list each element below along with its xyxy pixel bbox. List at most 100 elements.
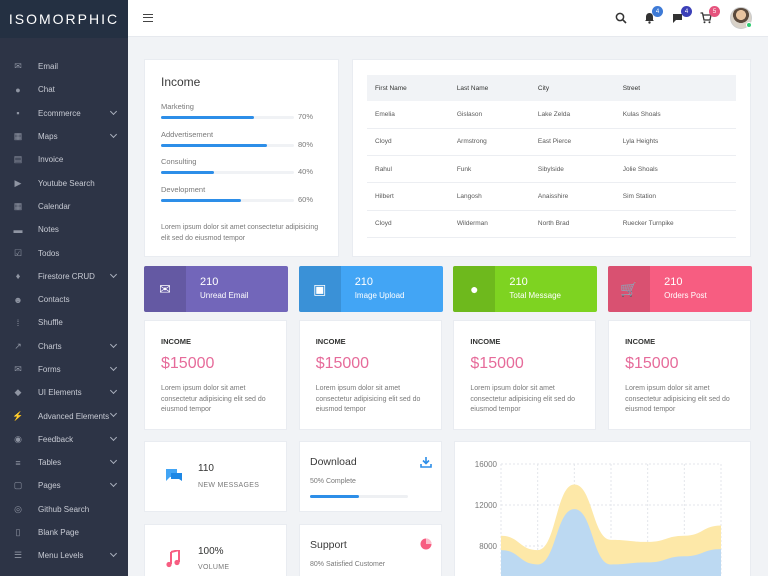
sidebar-item-label: UI Elements — [38, 388, 82, 398]
user-avatar[interactable] — [730, 7, 752, 29]
support-title: Support — [310, 539, 347, 551]
image-upload-stat-card[interactable]: ▣ 210 Image Upload — [298, 266, 443, 312]
table-cell: Funk — [448, 155, 530, 184]
cart-icon[interactable]: 5 — [699, 6, 720, 25]
download-icon[interactable] — [420, 455, 432, 473]
table-cell: Sibylside — [529, 155, 615, 184]
sidebar-item-maps[interactable]: ▦ Maps — [0, 125, 128, 148]
sidebar-item-icon: ▯ — [15, 527, 21, 538]
progress-percent: 80% — [298, 139, 314, 149]
stat-label: Image Upload — [354, 291, 405, 300]
sidebar-item-icon: ▤ — [13, 154, 23, 165]
sidebar-item-advanced-elements[interactable]: ⚡ Advanced Elements — [0, 404, 128, 427]
sidebar-item-pages[interactable]: ▢ Pages — [0, 474, 128, 497]
sidebar-item-firestore-crud[interactable]: ♦ Firestore CRUD — [0, 265, 128, 288]
sidebar-item-tables[interactable]: ≡ Tables — [0, 451, 128, 474]
sidebar-item-label: Feedback — [38, 434, 74, 444]
volume-label: VOLUME — [198, 564, 230, 571]
sidebar-item-email[interactable]: ✉ Email — [0, 55, 128, 78]
progress-track — [161, 171, 294, 175]
table-row[interactable]: Rahul Funk Sibylside Jolie Shoals — [367, 155, 736, 184]
online-status-dot — [746, 22, 752, 28]
table-row[interactable]: Cloyd Armstrong East Pierce Lyla Heights — [367, 128, 736, 157]
sidebar-item-icon: ▬ — [13, 224, 23, 235]
message-badge: 4 — [681, 6, 692, 17]
progress-track — [161, 116, 294, 119]
column-header[interactable]: City — [529, 75, 615, 101]
income-card-description: Lorem ipsum dolor sit amet consectetur a… — [625, 385, 730, 413]
cart-icon: 🛒 — [608, 266, 651, 312]
income-progress-row: Consulting 40% — [161, 157, 313, 176]
progress-percent: 60% — [298, 195, 314, 205]
sidebar-item-chat[interactable]: ● Chat — [0, 78, 128, 101]
stat-number: 210 — [200, 276, 219, 288]
sidebar-item-ui-elements[interactable]: ◆ UI Elements — [0, 381, 128, 404]
sidebar-item-icon: ▶ — [14, 177, 22, 188]
table-cell: East Pierce — [529, 128, 615, 157]
table-cell: Emelia — [367, 101, 449, 129]
bell-icon[interactable]: 4 — [642, 6, 663, 25]
y-tick-label: 12000 — [475, 501, 498, 510]
table-cell: Rahul — [367, 155, 449, 184]
sidebar-item-feedback[interactable]: ◉ Feedback — [0, 428, 128, 451]
table-row[interactable]: Cloyd Wilderman North Brad Ruecker Turnpike — [367, 210, 736, 238]
sidebar-item-icon: ♦ — [15, 271, 21, 282]
stat-label: Orders Post — [664, 291, 707, 300]
stat-label: Unread Email — [200, 291, 249, 300]
message-icon[interactable]: 4 — [671, 6, 692, 25]
table-cell: Gislason — [448, 101, 530, 129]
chevron-down-icon — [109, 270, 118, 278]
chevron-down-icon — [109, 107, 118, 115]
sidebar-item-menu-levels[interactable]: ☰ Menu Levels — [0, 544, 128, 567]
table-cell: Hilbert — [367, 182, 449, 211]
income-progress-row: Development 60% — [161, 185, 313, 204]
income-summary-card: INCOME $15000 Lorem ipsum dolor sit amet c… — [453, 320, 597, 430]
sidebar-item-label: Maps — [38, 132, 58, 142]
sidebar-item-calendar[interactable]: ▦ Calendar — [0, 195, 128, 218]
sidebar-item-label: Notes — [38, 225, 59, 235]
sidebar-item-label: Contacts — [38, 295, 70, 305]
chat-bubble-icon — [165, 468, 183, 489]
search-icon[interactable] — [614, 11, 628, 25]
progress-label: Addvertisement — [161, 129, 214, 139]
sidebar-item-charts[interactable]: ↗ Charts — [0, 335, 128, 358]
chart-area-series-2 — [501, 509, 721, 576]
sidebar-item-github-search[interactable]: ◎ Github Search — [0, 498, 128, 521]
sidebar-item-label: Ecommerce — [38, 108, 81, 118]
column-header[interactable]: First Name — [367, 75, 449, 101]
sidebar-item-notes[interactable]: ▬ Notes — [0, 218, 128, 241]
sidebar-item-blank-page[interactable]: ▯ Blank Page — [0, 521, 128, 544]
table-cell: Lyla Heights — [614, 128, 736, 157]
column-header[interactable]: Street — [614, 75, 736, 101]
sidebar-item-icon: ▢ — [13, 480, 23, 491]
table-cell: Lake Zelda — [529, 101, 615, 129]
table-cell: Sim Station — [614, 182, 736, 211]
unread-email-stat-card[interactable]: ✉ 210 Unread Email — [144, 266, 288, 312]
music-note-icon — [166, 548, 180, 573]
support-status: 80% Satisfied Customer — [310, 561, 386, 568]
sidebar-item-icon: ◆ — [14, 387, 22, 398]
users-table: First Name Last Name City Street Emelia Gisl… — [367, 75, 736, 238]
sidebar-item-todos[interactable]: ☑ Todos — [0, 241, 128, 264]
brand-logo[interactable]: ISOMORPHIC — [0, 0, 128, 38]
column-header[interactable]: Last Name — [448, 75, 530, 101]
sidebar-item-youtube-search[interactable]: ▶ Youtube Search — [0, 171, 128, 194]
y-tick-label: 16000 — [475, 460, 498, 469]
sidebar-item-invoice[interactable]: ▤ Invoice — [0, 148, 128, 171]
total-message-stat-card[interactable]: ● 210 Total Message — [453, 266, 598, 312]
income-card-title: INCOME — [161, 337, 191, 346]
messages-label: NEW MESSAGES — [198, 482, 260, 489]
sidebar-item-label: Charts — [38, 341, 62, 351]
sidebar-item-ecommerce[interactable]: ▪ Ecommerce — [0, 102, 128, 125]
table-row[interactable]: Hilbert Langosh Anaisshire Sim Station — [367, 182, 736, 211]
sidebar-item-label: Email — [38, 62, 59, 72]
table-row[interactable]: Emelia Gislason Lake Zelda Kulas Shoals — [367, 101, 736, 129]
sidebar-item-shuffle[interactable]: ⁞ Shuffle — [0, 311, 128, 334]
sidebar-item-contacts[interactable]: ☻ Contacts — [0, 288, 128, 311]
orders-post-stat-card[interactable]: 🛒 210 Orders Post — [608, 266, 753, 312]
download-status: 50% Complete — [310, 478, 356, 485]
menu-toggle-icon[interactable] — [143, 14, 153, 22]
sidebar-item-label: Youtube Search — [38, 178, 95, 188]
sidebar-item-forms[interactable]: ✉ Forms — [0, 358, 128, 381]
stat-number: 210 — [664, 276, 683, 288]
